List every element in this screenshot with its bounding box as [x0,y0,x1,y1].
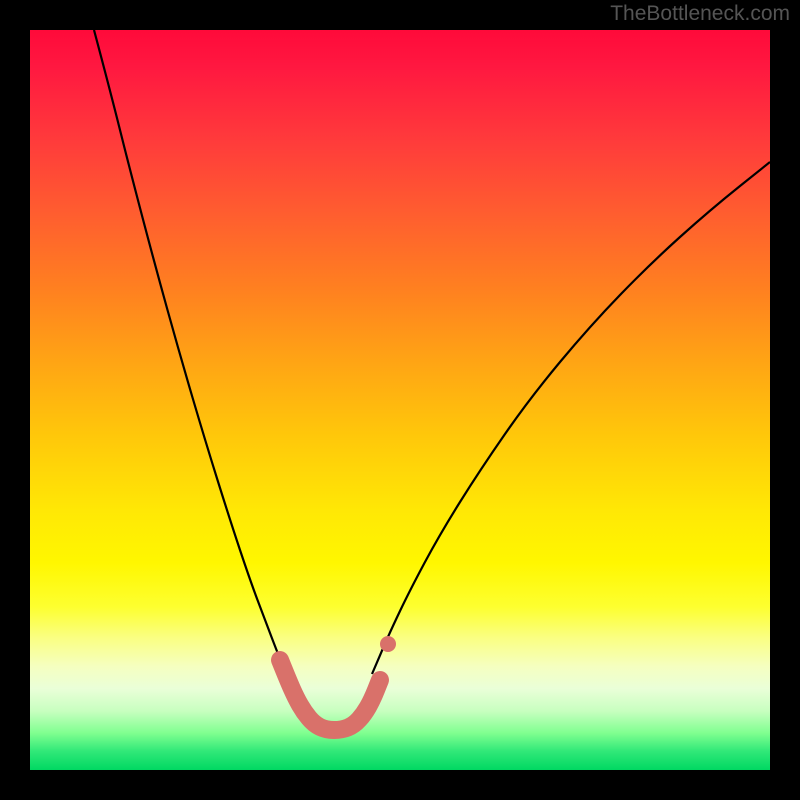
chart-curves [30,30,770,770]
plot-area [30,30,770,770]
extra-marker [380,636,396,652]
right-curve [372,162,770,674]
left-curve [94,30,286,674]
watermark-text: TheBottleneck.com [610,2,790,26]
trough-segment [280,660,380,730]
